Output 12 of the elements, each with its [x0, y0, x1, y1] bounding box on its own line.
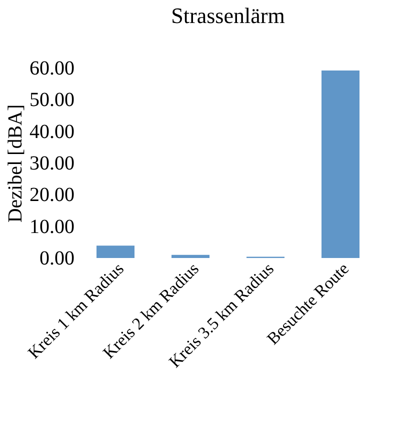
bar [96, 246, 134, 258]
y-tick-label: 10.00 [30, 216, 74, 238]
y-tick-label: 60.00 [30, 58, 74, 80]
bar [322, 70, 360, 258]
y-tick-label: 30.00 [30, 152, 74, 174]
y-tick-label: 20.00 [30, 184, 74, 206]
y-axis-title: Dezibel [dBA] [4, 104, 26, 223]
chart-title: Strassenlärm [171, 3, 285, 28]
y-tick-label: 40.00 [30, 120, 74, 143]
y-tick-label: 0.00 [40, 248, 74, 270]
y-tick-label: 50.00 [30, 89, 74, 112]
bar [172, 254, 210, 258]
